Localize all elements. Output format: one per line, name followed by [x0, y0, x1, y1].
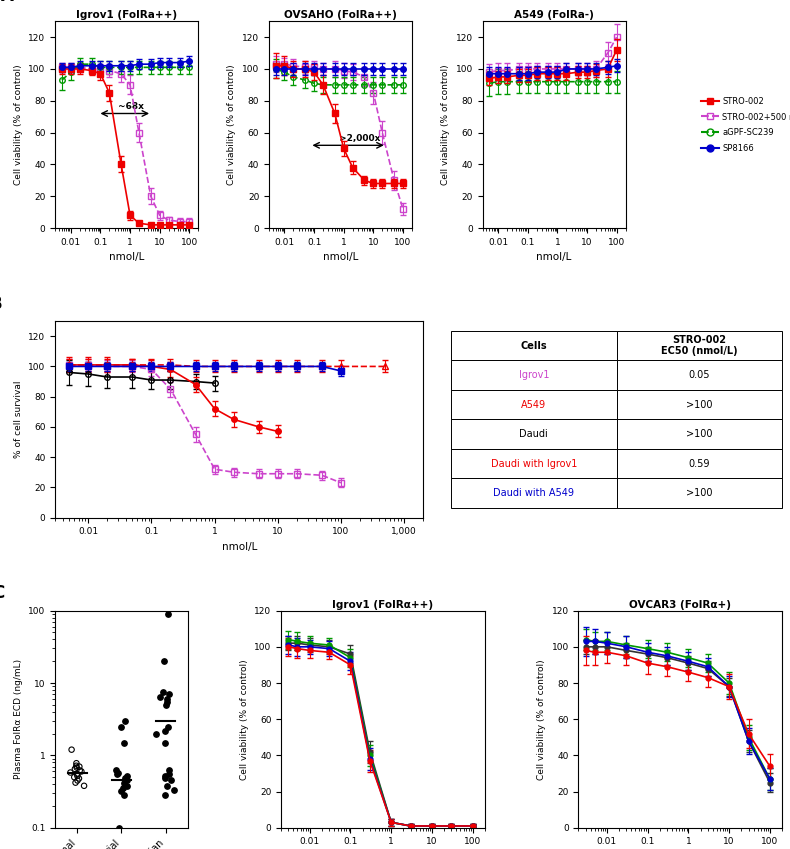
Point	[160, 779, 173, 793]
Point	[73, 763, 86, 777]
Point	[157, 655, 170, 668]
Point	[121, 779, 134, 793]
X-axis label: nmol/L: nmol/L	[536, 252, 572, 262]
Y-axis label: Cell viability (% of control): Cell viability (% of control)	[537, 659, 546, 779]
Point	[64, 766, 77, 779]
Point	[159, 724, 171, 738]
Point	[115, 784, 128, 798]
Point	[117, 782, 130, 796]
Text: C: C	[0, 583, 4, 602]
Point	[118, 736, 130, 750]
X-axis label: nmol/L: nmol/L	[109, 252, 145, 262]
Title: Igrov1 (FolRa++): Igrov1 (FolRa++)	[76, 10, 177, 20]
Y-axis label: Cell viability (% of control): Cell viability (% of control)	[239, 659, 249, 779]
Y-axis label: Cell viability (% of control): Cell viability (% of control)	[441, 65, 450, 185]
Point	[75, 765, 88, 779]
Text: B: B	[0, 295, 2, 313]
Point	[68, 770, 81, 784]
Point	[70, 761, 83, 774]
Point	[73, 760, 85, 773]
Point	[70, 756, 83, 770]
Point	[117, 776, 130, 790]
Y-axis label: % of cell survival: % of cell survival	[13, 380, 23, 458]
Point	[164, 773, 177, 787]
Y-axis label: Cell viability (% of control): Cell viability (% of control)	[13, 65, 23, 185]
Point	[118, 789, 131, 802]
Point	[71, 767, 84, 781]
Point	[157, 685, 170, 699]
Title: A549 (FolRa-): A549 (FolRa-)	[514, 10, 594, 20]
Point	[162, 767, 175, 781]
Point	[111, 767, 124, 781]
Title: OVSAHO (FolRa++): OVSAHO (FolRa++)	[284, 10, 397, 20]
Point	[163, 688, 175, 701]
Point	[70, 776, 82, 790]
Text: >2,000x: >2,000x	[339, 133, 381, 143]
X-axis label: nmol/L: nmol/L	[221, 542, 257, 552]
Title: Igrov1 (FolRα++): Igrov1 (FolRα++)	[333, 600, 434, 610]
Point	[153, 689, 166, 703]
Text: ~68x: ~68x	[118, 102, 144, 110]
Point	[163, 763, 175, 777]
Y-axis label: Plasma FolRα ECD (ng/mL): Plasma FolRα ECD (ng/mL)	[13, 659, 23, 779]
Point	[121, 773, 134, 787]
Point	[150, 727, 163, 740]
Point	[71, 769, 84, 783]
Point	[77, 779, 90, 793]
Point	[159, 769, 171, 783]
Point	[167, 784, 180, 797]
Point	[159, 789, 171, 802]
Point	[121, 769, 134, 783]
Point	[118, 772, 131, 785]
Point	[159, 772, 171, 785]
Text: A: A	[1, 0, 14, 4]
Point	[162, 607, 175, 621]
Y-axis label: Cell viability (% of control): Cell viability (% of control)	[228, 65, 236, 185]
X-axis label: nmol/L: nmol/L	[323, 252, 358, 262]
Point	[118, 714, 131, 728]
Point	[160, 692, 173, 706]
Title: OVCAR3 (FolRα+): OVCAR3 (FolRα+)	[630, 600, 732, 610]
Point	[69, 762, 81, 776]
Point	[162, 720, 175, 734]
Legend: STRO-002, STRO-002+500 nmol/L SP8166, aGPF-SC239, SP8166: STRO-002, STRO-002+500 nmol/L SP8166, aG…	[701, 97, 790, 153]
Point	[115, 720, 127, 734]
Point	[161, 695, 174, 709]
Point	[112, 821, 125, 835]
Point	[71, 773, 84, 787]
Point	[70, 759, 83, 773]
Point	[160, 698, 172, 711]
Point	[73, 772, 85, 785]
Point	[110, 763, 122, 777]
Point	[66, 743, 78, 756]
Point	[159, 736, 171, 750]
Point	[112, 766, 125, 779]
